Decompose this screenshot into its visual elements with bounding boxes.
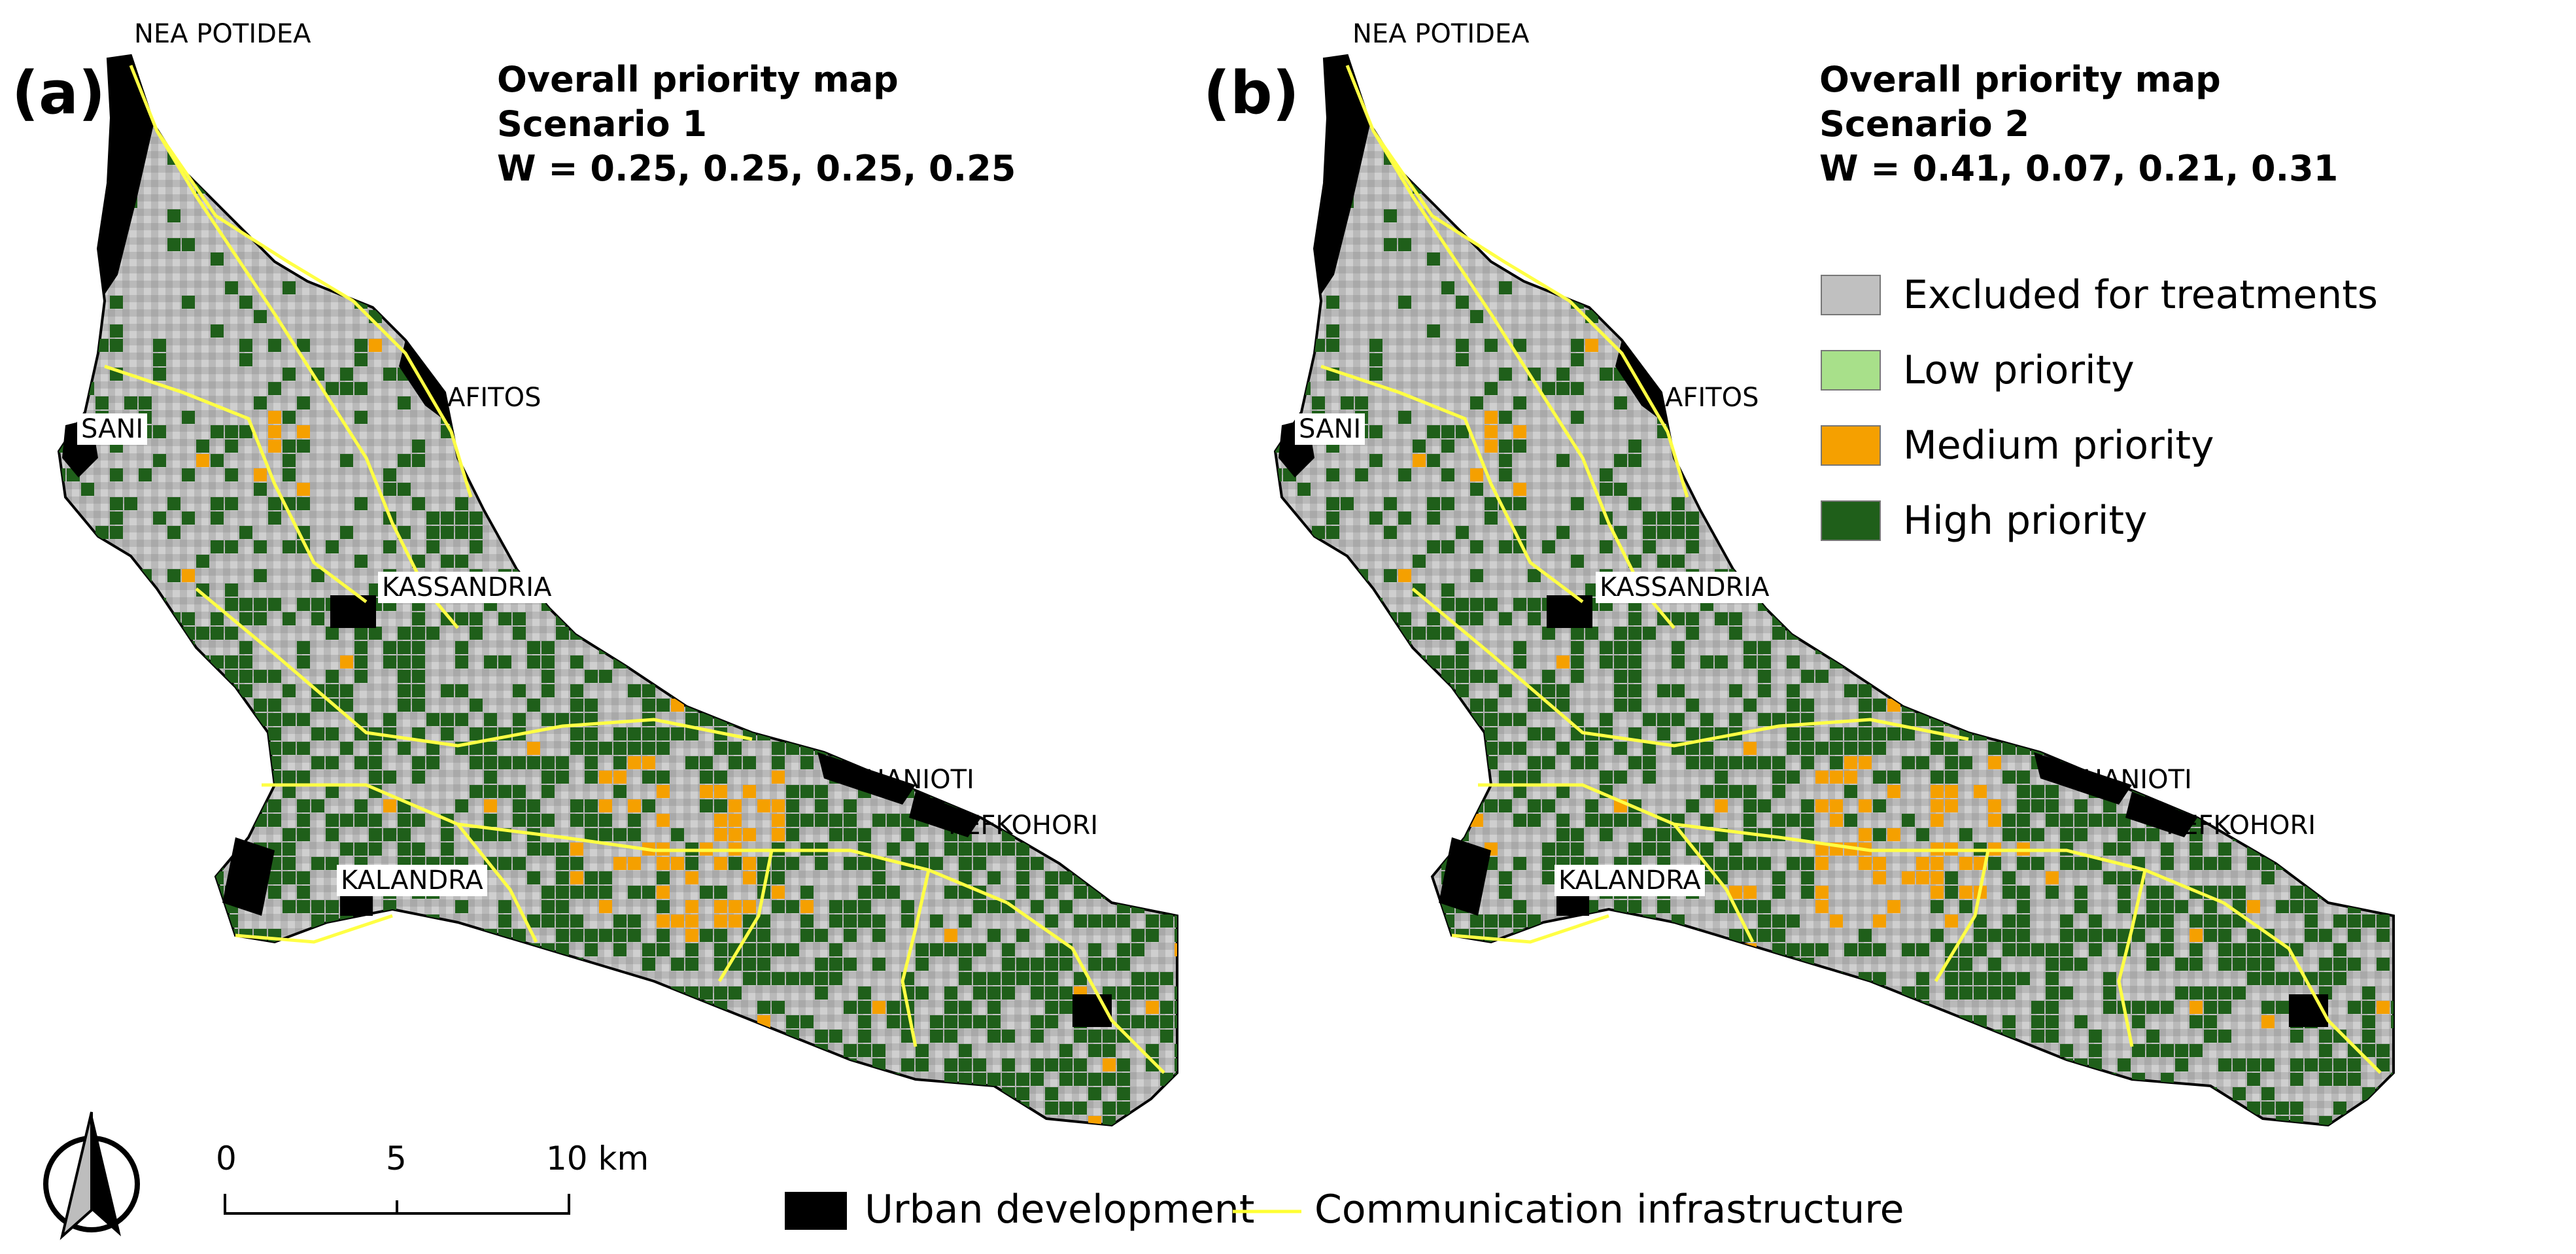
place-label-chanioti-a: CHANIOTI — [847, 765, 974, 795]
scale-bar — [224, 1194, 570, 1215]
urban-areas-b — [1279, 56, 2328, 1027]
place-label-pefkohori-b: PEFKOHORI — [2166, 810, 2316, 841]
place-label-kassandria-a: KASSANDRIA — [378, 572, 556, 603]
legend-swatch-low — [1821, 350, 1881, 391]
panel-b-title-line-1: Overall priority map — [1819, 59, 2221, 100]
scale-label-10km: 10 km — [546, 1140, 649, 1177]
place-label-pefkohori-a: PEFKOHORI — [948, 810, 1099, 841]
place-label-sani-b: SANI — [1295, 413, 1365, 445]
scale-label-5: 5 — [386, 1140, 407, 1177]
place-label-afitos-a: AFITOS — [447, 383, 541, 413]
legend-label-infrastructure: Communication infrastructure — [1314, 1187, 1904, 1232]
communication-lines-a — [104, 65, 1165, 1074]
place-label-kalandra-b: KALANDRA — [1554, 865, 1705, 896]
panel-b-title-line-3: W = 0.41, 0.07, 0.21, 0.31 — [1819, 148, 2339, 189]
panel-b-title-line-2: Scenario 2 — [1819, 103, 2030, 145]
place-label-chanioti-b: CHANIOTI — [2065, 765, 2192, 795]
legend-label-excluded: Excluded for treatments — [1903, 272, 2379, 318]
panel-a-letter: (a) — [12, 59, 105, 128]
panel-b-letter: (b) — [1203, 59, 1299, 128]
panel-a-title-line-3: W = 0.25, 0.25, 0.25, 0.25 — [497, 148, 1016, 189]
panel-b-title: Overall priority map Scenario 2 W = 0.41… — [1819, 58, 2338, 191]
legend-label-urban: Urban development — [865, 1187, 1255, 1232]
priority-legend: Excluded for treatments Low priority Med… — [1821, 272, 2409, 576]
legend-swatch-high — [1821, 500, 1881, 541]
scale-label-0: 0 — [216, 1140, 237, 1177]
panel-a-title-line-2: Scenario 1 — [497, 103, 708, 145]
legend-swatch-medium — [1821, 425, 1881, 466]
panel-a-title: Overall priority map Scenario 1 W = 0.25… — [497, 58, 1016, 191]
place-label-afitos-b: AFITOS — [1665, 383, 1759, 413]
place-label-kalandra-a: KALANDRA — [337, 865, 487, 896]
place-label-nea-potidea-b: NEA POTIDEA — [1352, 19, 1530, 49]
legend-swatch-urban — [785, 1192, 847, 1230]
panel-a-title-line-1: Overall priority map — [497, 59, 899, 100]
place-label-nea-potidea-a: NEA POTIDEA — [134, 19, 311, 49]
place-label-sani-a: SANI — [77, 413, 148, 445]
peninsula-map-b — [1274, 54, 2395, 1126]
legend-label-high: High priority — [1903, 498, 2148, 544]
north-arrow-icon — [43, 1111, 140, 1240]
legend-label-low: Low priority — [1903, 347, 2135, 393]
legend-swatch-excluded — [1821, 275, 1881, 315]
legend-swatch-infrastructure — [1233, 1210, 1301, 1213]
legend-label-medium: Medium priority — [1903, 423, 2214, 468]
peninsula-map-a — [58, 54, 1178, 1126]
communication-lines-b — [1320, 65, 2382, 1074]
place-label-kassandria-b: KASSANDRIA — [1596, 572, 1774, 603]
